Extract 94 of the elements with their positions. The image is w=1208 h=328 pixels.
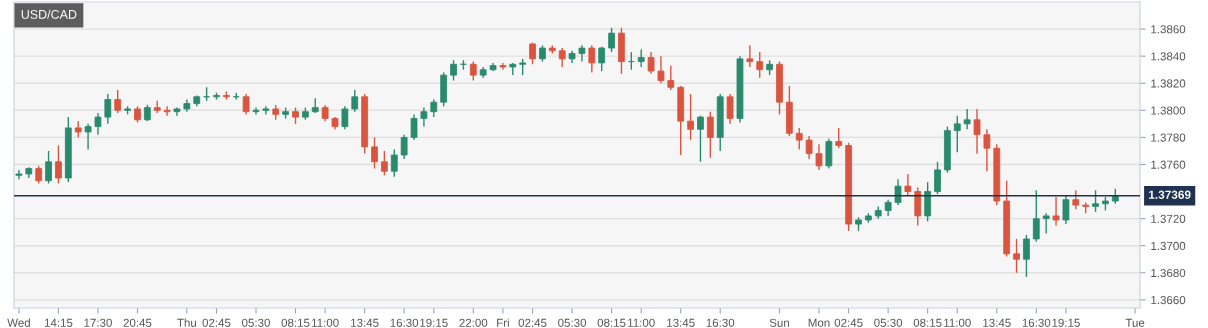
x-tick-label: 05:30 [874,318,903,327]
candlestick [805,135,813,160]
x-tick-label: 08:15 [281,318,310,327]
candlestick [756,51,764,79]
candlestick [726,93,734,125]
x-tick-label: 16:30 [706,318,735,327]
x-tick-label: 20:45 [123,318,152,327]
candlestick [450,59,457,82]
candlestick [1052,196,1060,227]
candlestick [795,127,803,151]
x-tick-label: 13:45 [351,318,379,327]
x-tick-label: 05:30 [242,318,270,327]
candlestick [390,148,398,178]
candlestick [381,150,388,177]
y-tick-label: 1.3800 [1151,106,1186,115]
x-tick-label: Wed [7,318,30,327]
candlestick [420,106,428,128]
y-tick-label: 1.3680 [1151,268,1186,278]
candlestick [262,105,270,116]
candlestick [1023,234,1030,278]
candlestick [953,115,961,153]
candlestick [469,60,477,82]
x-tick-label: Mon [808,318,830,327]
candlestick [657,55,665,84]
candlestick [983,128,991,172]
candlestick [815,143,823,171]
candlestick [904,173,912,197]
candlestick [351,89,359,113]
x-tick-label: Thu [177,318,197,327]
candlestick [647,51,655,75]
candlestick [894,178,902,206]
candlestick [963,108,971,130]
x-tick-label: 13:45 [667,318,695,327]
candlestick [1062,194,1070,225]
candlestick [163,105,171,117]
candlestick [410,113,418,141]
candlestick [15,169,23,181]
candlestick [242,93,250,116]
candlestick [104,93,112,125]
y-tick-label: 1.3700 [1151,241,1186,251]
candlestick [973,108,981,155]
candlestick [687,93,694,141]
x-tick-label: 13:45 [983,318,1011,327]
x-tick-label: Fri [497,318,509,327]
candlestick [1072,189,1080,210]
x-tick-label: 22:00 [459,318,488,327]
y-tick-label: 1.3860 [1151,25,1186,34]
candlestick [1092,189,1099,213]
y-tick-label: 1.3820 [1151,79,1186,88]
candlestick [608,27,615,53]
candlestick [94,112,102,136]
candlestick [588,44,596,74]
x-tick-label: 17:30 [84,318,112,327]
candlestick [706,110,714,159]
y-tick-label: 1.3720 [1151,214,1186,223]
candlestick [84,123,92,151]
x-tick-label: 19:15 [1052,318,1080,327]
candlestick [1032,189,1040,243]
x-tick-label: 05:30 [558,318,587,327]
candlestick [45,150,52,185]
chart-title: USD/CAD [21,9,77,19]
x-tick-label: 16:30 [1022,318,1051,327]
x-tick-label: 02:45 [202,318,231,327]
y-tick-label: 1.3840 [1151,52,1186,61]
y-tick-label: 1.3760 [1151,160,1186,169]
candlestick [1013,238,1020,274]
candlestick [1042,212,1050,235]
y-tick-label: 1.3660 [1151,296,1186,305]
x-tick-label: 02:45 [834,318,863,327]
candlestick [934,161,941,195]
candlestick [55,144,62,185]
x-tick-label: 11:00 [312,318,339,327]
candlestick [558,47,566,68]
candlestick [746,44,754,68]
x-tick-label: 16:30 [390,318,419,327]
x-tick-label: Tue [1125,318,1145,327]
x-tick-label: 08:15 [597,318,626,327]
candlestick [341,105,349,130]
candlestick [598,45,606,72]
candlestick [114,89,122,114]
x-tick-label: 02:45 [518,318,547,327]
candlestick [400,133,408,160]
x-tick-label: 11:00 [628,318,655,327]
candlestick [835,127,843,149]
x-tick-label: 11:00 [944,318,971,327]
candlestick [667,64,675,91]
x-tick-label: 19:15 [420,318,448,327]
x-tick-label: 08:15 [913,318,942,327]
x-tick-label: Sun [769,318,789,327]
x-tick-label: 14:15 [44,318,73,327]
candlestick [371,136,378,170]
candlestick [697,115,704,163]
y-tick-label: 1.3780 [1151,133,1186,142]
ref-line-label: 1.37369 [1149,190,1191,199]
